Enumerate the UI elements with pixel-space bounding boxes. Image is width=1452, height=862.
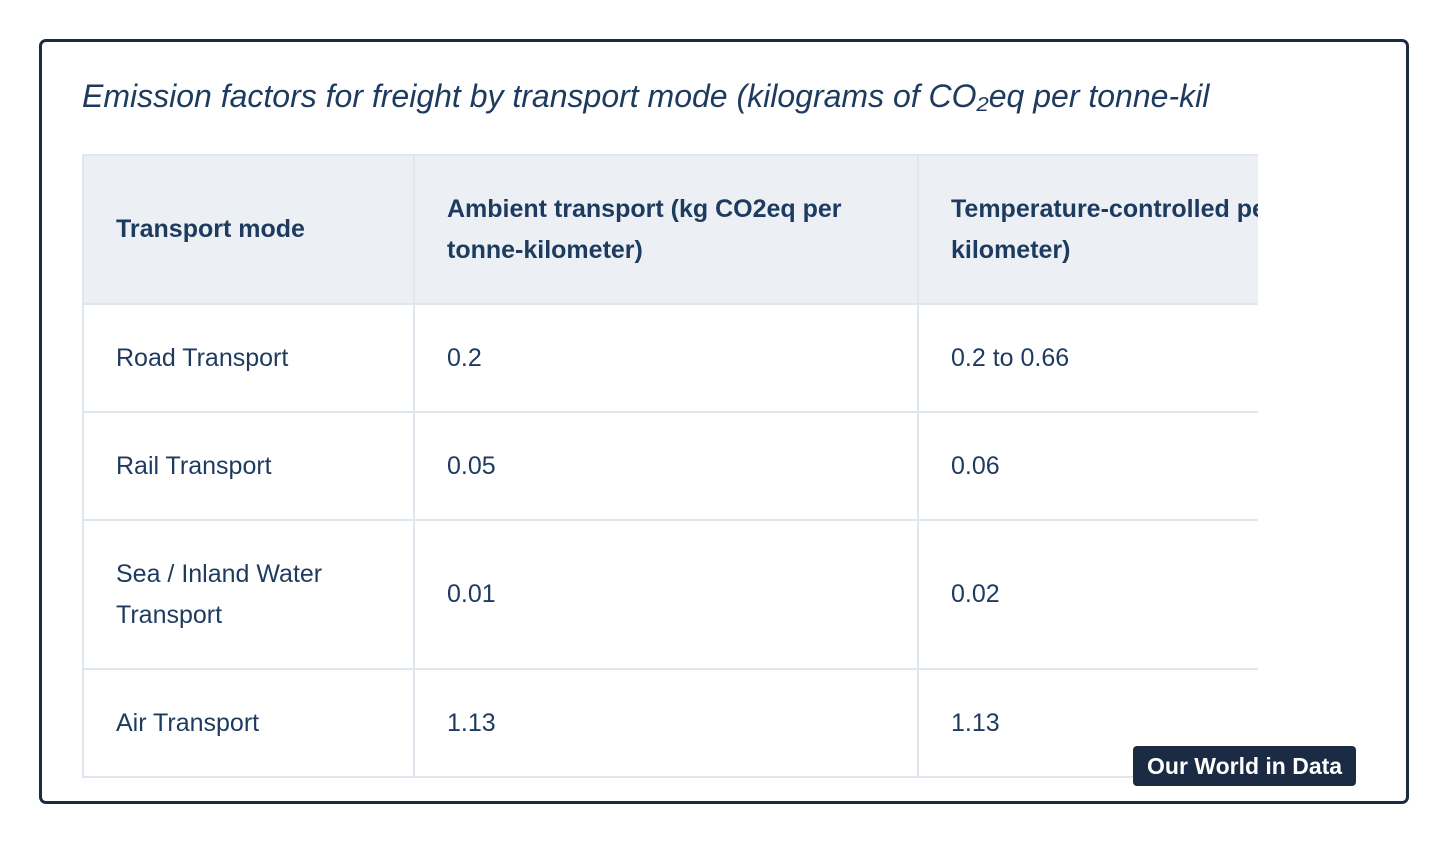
table-header-row: Transport mode Ambient transport (kg CO2… <box>82 154 1258 305</box>
table-row: Road Transport 0.2 0.2 to 0.66 <box>82 303 1258 413</box>
header-transport-mode: Transport mode <box>82 154 415 305</box>
table-row: Air Transport 1.13 1.13 <box>82 668 1258 778</box>
cell-mode: Air Transport <box>82 668 415 778</box>
cell-mode: Rail Transport <box>82 411 415 521</box>
cell-temperature: 0.2 to 0.66 <box>917 303 1258 413</box>
cell-temperature: 0.02 <box>917 519 1258 670</box>
page-title: Emission factors for freight by transpor… <box>82 78 1210 114</box>
table-row: Sea / Inland Water Transport 0.01 0.02 <box>82 519 1258 670</box>
header-temperature-controlled: Temperature-controlled per tonne-kilomet… <box>917 154 1258 305</box>
header-ambient-transport: Ambient transport (kg CO2eq per tonne-ki… <box>413 154 919 305</box>
cell-mode: Sea / Inland Water Transport <box>82 519 415 670</box>
cell-ambient: 1.13 <box>413 668 919 778</box>
cell-temperature: 1.13 <box>917 668 1258 778</box>
content-area: Emission factors for freight by transpor… <box>82 42 1258 802</box>
cell-ambient: 0.01 <box>413 519 919 670</box>
cell-ambient: 0.05 <box>413 411 919 521</box>
emission-factors-table: Transport mode Ambient transport (kg CO2… <box>82 154 1258 778</box>
table-row: Rail Transport 0.05 0.06 <box>82 411 1258 521</box>
our-world-in-data-badge[interactable]: Our World in Data <box>1133 746 1357 786</box>
cell-temperature: 0.06 <box>917 411 1258 521</box>
cell-ambient: 0.2 <box>413 303 919 413</box>
figure-frame: Emission factors for freight by transpor… <box>39 39 1409 804</box>
cell-mode: Road Transport <box>82 303 415 413</box>
